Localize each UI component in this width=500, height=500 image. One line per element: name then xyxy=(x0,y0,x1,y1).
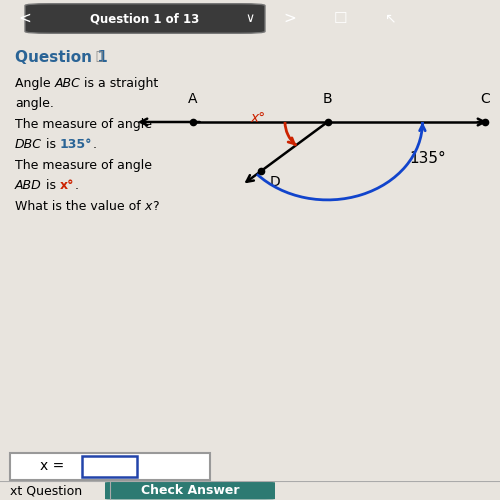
Text: Angle: Angle xyxy=(15,77,54,90)
Text: ?: ? xyxy=(152,200,158,213)
FancyBboxPatch shape xyxy=(82,456,138,477)
Text: DBC: DBC xyxy=(15,138,42,151)
Text: .: . xyxy=(74,180,78,192)
Text: <: < xyxy=(18,11,32,26)
FancyBboxPatch shape xyxy=(25,4,265,34)
Text: is a straight: is a straight xyxy=(80,77,159,90)
Text: 🔊: 🔊 xyxy=(95,50,102,64)
Text: C: C xyxy=(480,92,490,106)
Text: xt Question: xt Question xyxy=(10,484,82,497)
Text: x°: x° xyxy=(250,111,265,125)
Text: ↖: ↖ xyxy=(384,12,396,26)
Text: ABC: ABC xyxy=(54,77,80,90)
Text: Question 1 of 13: Question 1 of 13 xyxy=(90,12,200,25)
Text: Question 1: Question 1 xyxy=(15,50,108,66)
Text: angle.: angle. xyxy=(15,98,54,110)
FancyBboxPatch shape xyxy=(105,482,275,500)
Text: .: . xyxy=(92,138,96,151)
Text: >: > xyxy=(284,11,296,26)
Text: is: is xyxy=(42,138,60,151)
Text: The measure of angle: The measure of angle xyxy=(15,118,152,131)
Text: The measure of angle: The measure of angle xyxy=(15,159,152,172)
Text: A: A xyxy=(188,92,197,106)
Text: B: B xyxy=(322,92,332,106)
Text: 135°: 135° xyxy=(60,138,92,151)
Text: x: x xyxy=(145,200,152,213)
Text: Check Answer: Check Answer xyxy=(141,484,240,497)
FancyBboxPatch shape xyxy=(10,453,210,480)
Text: 135°: 135° xyxy=(409,152,446,166)
Text: ∨: ∨ xyxy=(246,12,254,25)
Text: What is the value of: What is the value of xyxy=(15,200,145,213)
Text: D: D xyxy=(270,176,280,190)
Text: ☐: ☐ xyxy=(333,11,347,26)
Text: ABD: ABD xyxy=(15,180,42,192)
Text: x°: x° xyxy=(60,180,74,192)
Text: x =: x = xyxy=(40,459,68,473)
Text: is: is xyxy=(42,180,60,192)
